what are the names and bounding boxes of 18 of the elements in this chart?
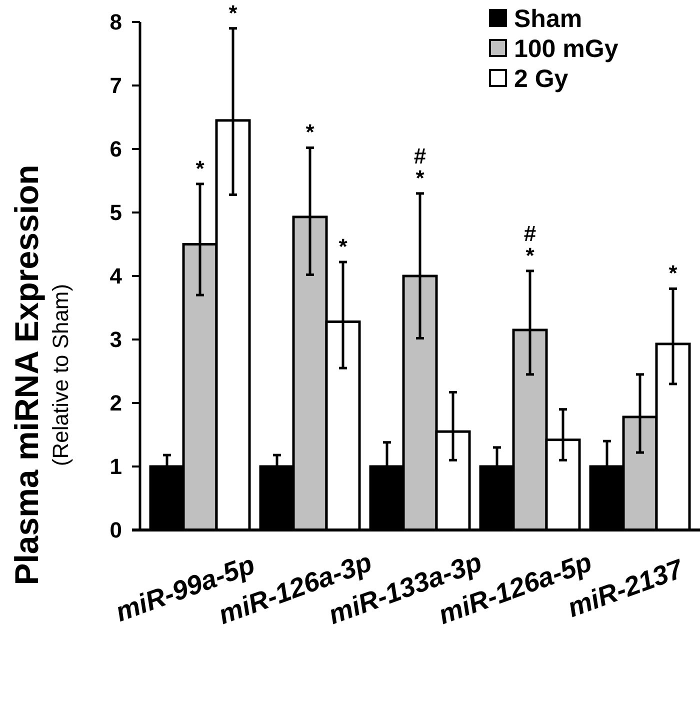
legend-label: Sham [514,4,582,33]
annotation: * [668,260,678,286]
y-tick-label: 0 [110,518,122,543]
y-tick-label: 1 [110,454,122,480]
legend-label: 100 mGy [514,34,618,63]
y-tick-label: 6 [110,136,122,162]
y-tick-label: 4 [110,264,123,289]
annotation: * [228,0,238,26]
annotation: * [338,234,348,260]
y-axis-title: Plasma miRNA Expression (Relative to Sham) [8,164,73,586]
annotation: * [196,156,205,181]
y-tick-label: 5 [110,200,122,226]
y-tick-label: 7 [110,73,122,98]
y-tick-label: 8 [110,10,122,35]
annotation: * [306,120,315,145]
y-tick-label: 2 [110,390,122,416]
y-tick-label: 3 [110,327,122,352]
legend-label: 2 Gy [514,64,568,93]
